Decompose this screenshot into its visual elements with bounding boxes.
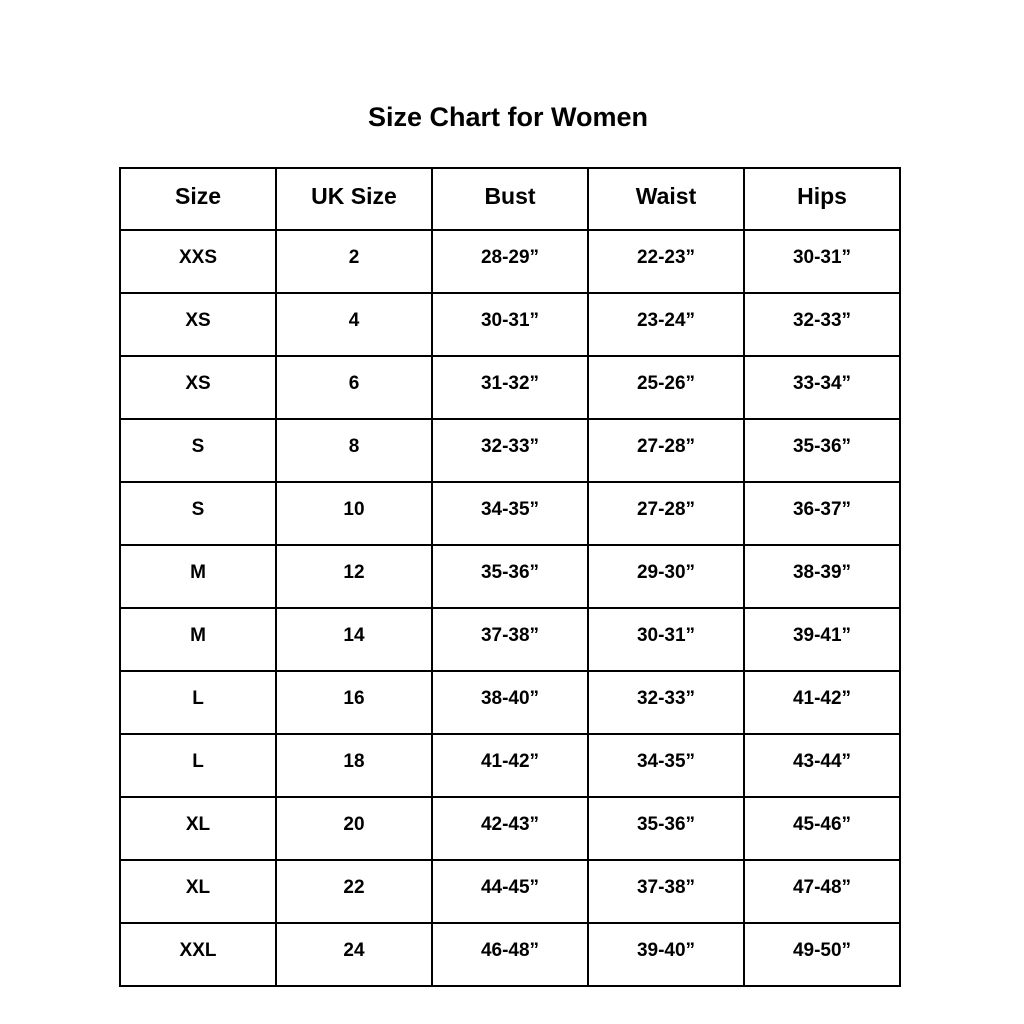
cell-hips: 38-39” [743,544,901,609]
header-row: Size UK Size Bust Waist Hips [119,167,901,231]
table-row: S 10 34-35” 27-28” 36-37” [119,481,901,546]
cell-size: XXL [119,922,277,987]
cell-waist: 37-38” [587,859,745,924]
cell-bust: 44-45” [431,859,589,924]
cell-waist: 30-31” [587,607,745,672]
table-row: XL 22 44-45” 37-38” 47-48” [119,859,901,924]
cell-bust: 34-35” [431,481,589,546]
cell-hips: 39-41” [743,607,901,672]
cell-bust: 32-33” [431,418,589,483]
cell-waist: 35-36” [587,796,745,861]
cell-bust: 28-29” [431,229,589,294]
cell-waist: 25-26” [587,355,745,420]
table-body: XXS 2 28-29” 22-23” 30-31” XS 4 30-31” 23-24” 32-… [119,229,901,987]
cell-waist: 23-24” [587,292,745,357]
cell-size: L [119,733,277,798]
table-row: M 14 37-38” 30-31” 39-41” [119,607,901,672]
header-hips: Hips [743,167,901,231]
table-row: M 12 35-36” 29-30” 38-39” [119,544,901,609]
cell-uk-size: 8 [275,418,433,483]
cell-waist: 27-28” [587,481,745,546]
cell-hips: 32-33” [743,292,901,357]
header-waist: Waist [587,167,745,231]
cell-size: XL [119,796,277,861]
header-bust: Bust [431,167,589,231]
cell-bust: 30-31” [431,292,589,357]
cell-hips: 33-34” [743,355,901,420]
cell-uk-size: 18 [275,733,433,798]
cell-uk-size: 22 [275,859,433,924]
cell-waist: 39-40” [587,922,745,987]
cell-hips: 47-48” [743,859,901,924]
cell-waist: 27-28” [587,418,745,483]
cell-hips: 35-36” [743,418,901,483]
cell-bust: 37-38” [431,607,589,672]
cell-hips: 45-46” [743,796,901,861]
table-row: S 8 32-33” 27-28” 35-36” [119,418,901,483]
cell-uk-size: 12 [275,544,433,609]
cell-uk-size: 14 [275,607,433,672]
cell-hips: 43-44” [743,733,901,798]
header-uk-size: UK Size [275,167,433,231]
table-header: Size UK Size Bust Waist Hips [119,167,901,231]
cell-uk-size: 4 [275,292,433,357]
table-row: XS 4 30-31” 23-24” 32-33” [119,292,901,357]
cell-size: M [119,607,277,672]
cell-uk-size: 10 [275,481,433,546]
size-chart-table: Size UK Size Bust Waist Hips XXS 2 28-29” 2… [119,167,901,987]
cell-size: L [119,670,277,735]
cell-bust: 35-36” [431,544,589,609]
cell-uk-size: 6 [275,355,433,420]
cell-hips: 30-31” [743,229,901,294]
cell-size: XXS [119,229,277,294]
cell-bust: 31-32” [431,355,589,420]
cell-size: XL [119,859,277,924]
cell-size: M [119,544,277,609]
cell-size: S [119,481,277,546]
cell-hips: 49-50” [743,922,901,987]
cell-size: XS [119,292,277,357]
table-row: L 16 38-40” 32-33” 41-42” [119,670,901,735]
cell-hips: 36-37” [743,481,901,546]
table-row: XS 6 31-32” 25-26” 33-34” [119,355,901,420]
cell-uk-size: 24 [275,922,433,987]
cell-size: S [119,418,277,483]
cell-uk-size: 20 [275,796,433,861]
cell-bust: 41-42” [431,733,589,798]
cell-waist: 34-35” [587,733,745,798]
cell-waist: 22-23” [587,229,745,294]
cell-uk-size: 16 [275,670,433,735]
header-size: Size [119,167,277,231]
cell-hips: 41-42” [743,670,901,735]
table-row: XXS 2 28-29” 22-23” 30-31” [119,229,901,294]
cell-size: XS [119,355,277,420]
cell-bust: 42-43” [431,796,589,861]
page-title: Size Chart for Women [367,102,649,132]
table-row: XXL 24 46-48” 39-40” 49-50” [119,922,901,987]
cell-bust: 38-40” [431,670,589,735]
cell-bust: 46-48” [431,922,589,987]
cell-uk-size: 2 [275,229,433,294]
table-row: XL 20 42-43” 35-36” 45-46” [119,796,901,861]
cell-waist: 29-30” [587,544,745,609]
table-row: L 18 41-42” 34-35” 43-44” [119,733,901,798]
cell-waist: 32-33” [587,670,745,735]
